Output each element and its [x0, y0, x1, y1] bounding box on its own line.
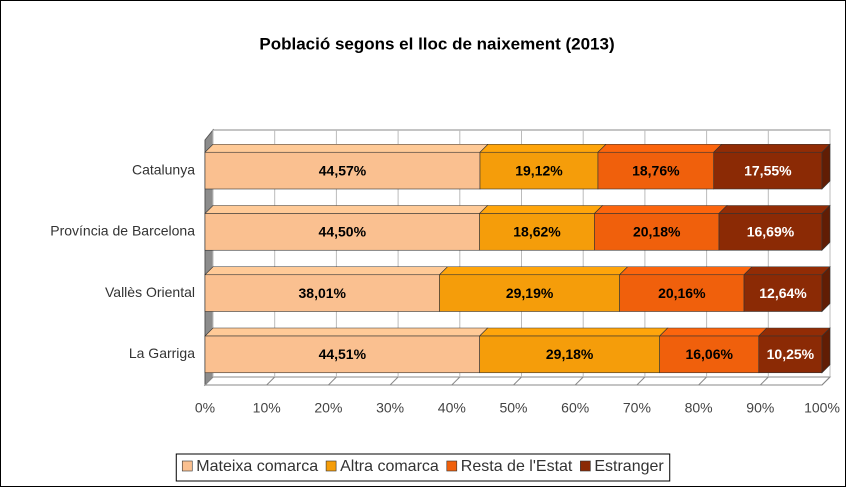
legend-label: Resta de l'Estat	[461, 458, 573, 475]
bar	[713, 151, 823, 190]
bar	[479, 151, 599, 190]
tick-mark	[451, 376, 461, 386]
x-tick-label: 20%	[314, 400, 342, 416]
x-tick-label: 80%	[685, 400, 713, 416]
x-tick-label: 50%	[499, 400, 527, 416]
value-label: 16,06%	[685, 346, 733, 362]
bar-top	[204, 327, 489, 337]
bar-top	[597, 143, 723, 153]
value-label: 20,16%	[658, 285, 706, 301]
tick-mark	[574, 376, 584, 386]
bar-top	[718, 205, 831, 214]
bar	[204, 274, 440, 312]
bar-top	[593, 205, 728, 214]
x-tick-label: 60%	[561, 400, 589, 416]
value-label: 29,19%	[506, 285, 554, 301]
legend-swatch	[446, 460, 458, 472]
legend-label: Altra comarca	[340, 458, 439, 475]
x-tick-label: 30%	[376, 400, 404, 416]
bar-top	[438, 266, 629, 276]
bar-end	[821, 143, 831, 190]
legend-swatch	[580, 460, 591, 472]
x-tick-label: 100%	[804, 400, 840, 416]
bar-top	[758, 327, 831, 337]
value-label: 12,64%	[759, 285, 807, 301]
bar-end	[821, 204, 831, 251]
bar-top	[478, 327, 669, 337]
value-label: 38,01%	[299, 285, 347, 301]
x-tick-label: 70%	[623, 400, 651, 416]
value-label: 44,51%	[319, 346, 367, 362]
legend-label: Estranger	[594, 458, 664, 475]
value-label: 29,18%	[546, 346, 594, 362]
y-tick-label: Província de Barcelona	[50, 223, 195, 239]
value-label: 44,57%	[319, 162, 367, 178]
tick-mark	[759, 376, 769, 386]
tick-mark	[204, 376, 214, 386]
bar	[619, 274, 745, 312]
bar-top	[618, 266, 753, 276]
tick-mark	[266, 376, 276, 386]
y-tick-label: La Garriga	[129, 345, 195, 361]
bar-top	[479, 143, 607, 153]
bar-top	[204, 266, 449, 276]
bar	[659, 335, 760, 374]
value-label: 18,76%	[632, 162, 680, 178]
legend-swatch	[181, 460, 193, 472]
value-label: 19,12%	[515, 162, 563, 178]
bar	[743, 274, 823, 312]
x-tick-label: 90%	[746, 400, 774, 416]
value-label: 16,69%	[747, 224, 795, 240]
legend-label: Mateixa comarca	[196, 458, 318, 475]
bar	[718, 213, 823, 251]
tick-mark	[698, 376, 707, 386]
chart-title: Població segons el lloc de naixement (20…	[259, 34, 614, 53]
bar	[479, 335, 660, 374]
value-label: 44,50%	[319, 224, 367, 240]
bar	[479, 213, 595, 251]
bar	[439, 274, 620, 312]
bar-top	[743, 266, 831, 276]
value-label: 18,62%	[513, 224, 561, 240]
bar-top	[204, 143, 489, 153]
value-label: 10,25%	[767, 346, 815, 362]
bar	[204, 213, 480, 251]
value-label: 20,18%	[633, 224, 681, 240]
legend-swatch	[325, 460, 337, 472]
bar	[594, 213, 720, 251]
tick-mark	[636, 376, 646, 386]
tick-mark	[513, 376, 522, 386]
bar-end	[821, 266, 831, 313]
y-tick-label: Vallès Oriental	[105, 284, 195, 300]
bar-top	[478, 205, 604, 214]
bar	[597, 151, 715, 190]
tick-mark	[821, 376, 831, 386]
bar	[204, 151, 481, 190]
x-tick-label: 40%	[438, 400, 466, 416]
x-tick-label: 0%	[195, 400, 215, 416]
legend-box	[175, 453, 671, 482]
bar-top	[712, 143, 831, 153]
value-label: 17,55%	[744, 162, 792, 178]
bar	[204, 335, 480, 374]
x-tick-label: 10%	[253, 400, 281, 416]
bar-end	[821, 327, 831, 374]
bar-top	[658, 327, 768, 337]
tick-mark	[389, 376, 399, 386]
tick-mark	[328, 376, 337, 386]
y-tick-label: Catalunya	[132, 161, 195, 177]
bar-top	[204, 205, 489, 214]
